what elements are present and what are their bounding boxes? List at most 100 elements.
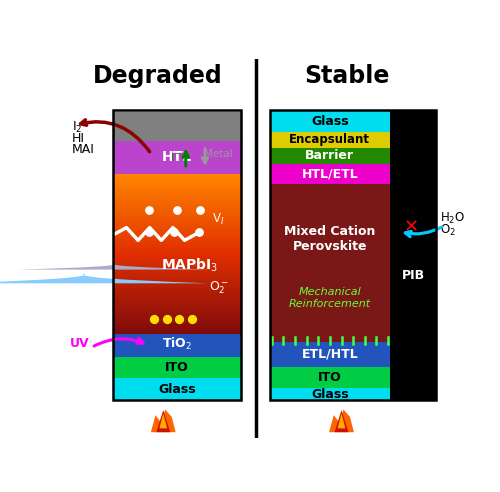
Bar xyxy=(113,266,241,268)
Bar xyxy=(113,224,241,226)
Bar xyxy=(113,222,241,224)
Bar xyxy=(113,236,241,238)
Text: PIB: PIB xyxy=(402,269,425,282)
Bar xyxy=(113,252,241,254)
Bar xyxy=(113,300,241,302)
Bar xyxy=(113,288,241,290)
Bar xyxy=(113,198,241,200)
Bar xyxy=(113,228,241,230)
Text: Glass: Glass xyxy=(311,388,348,400)
Bar xyxy=(113,316,241,318)
Bar xyxy=(113,204,241,206)
Text: Stable: Stable xyxy=(304,64,390,88)
Bar xyxy=(113,220,241,222)
Bar xyxy=(270,148,390,164)
Bar xyxy=(113,234,241,236)
Point xyxy=(170,228,178,236)
Bar xyxy=(113,178,241,180)
Polygon shape xyxy=(160,413,167,429)
Text: Encapsulant: Encapsulant xyxy=(290,133,370,147)
Bar xyxy=(113,215,241,218)
Text: ETL/HTL: ETL/HTL xyxy=(302,348,358,361)
Bar xyxy=(113,309,241,312)
Bar xyxy=(113,328,241,330)
Bar xyxy=(390,110,436,400)
Bar xyxy=(113,226,241,228)
Bar xyxy=(113,240,241,242)
Bar xyxy=(113,308,241,310)
Bar xyxy=(113,276,241,278)
Bar xyxy=(113,186,241,188)
Text: Glass: Glass xyxy=(158,383,196,396)
Bar xyxy=(113,298,241,300)
Text: Barrier: Barrier xyxy=(306,150,354,162)
Bar xyxy=(113,272,241,274)
Bar xyxy=(113,302,241,304)
Bar xyxy=(113,264,241,266)
Bar xyxy=(113,292,241,294)
Polygon shape xyxy=(156,410,170,432)
Bar xyxy=(113,244,241,246)
Bar xyxy=(113,296,241,298)
Bar xyxy=(113,294,241,296)
Bar xyxy=(113,280,241,282)
Polygon shape xyxy=(338,413,345,429)
Text: HI: HI xyxy=(72,132,85,145)
Bar xyxy=(270,388,390,400)
Text: V$_I$: V$_I$ xyxy=(212,212,224,227)
Bar xyxy=(113,248,241,250)
Bar xyxy=(113,306,241,308)
Bar xyxy=(113,250,241,252)
Bar xyxy=(113,176,241,178)
Bar xyxy=(113,230,241,232)
Bar xyxy=(113,110,241,400)
Point xyxy=(176,315,184,323)
Point xyxy=(188,315,196,323)
Text: ITO: ITO xyxy=(165,361,188,374)
Bar xyxy=(113,314,241,316)
Bar xyxy=(270,367,390,388)
Text: MAPbI$_3$: MAPbI$_3$ xyxy=(161,257,218,274)
Text: HTL/ETL: HTL/ETL xyxy=(302,167,358,181)
Point xyxy=(144,206,152,214)
Point xyxy=(162,315,170,323)
Bar xyxy=(113,270,241,272)
Bar xyxy=(113,277,241,280)
Text: MAI: MAI xyxy=(72,144,95,156)
Bar xyxy=(113,274,241,276)
Text: HTL: HTL xyxy=(162,150,192,164)
Bar xyxy=(113,332,241,334)
Bar xyxy=(113,232,241,234)
Bar xyxy=(113,357,241,378)
Bar xyxy=(113,286,241,288)
Text: O$_2^-$: O$_2^-$ xyxy=(209,279,229,296)
Polygon shape xyxy=(151,409,176,432)
Bar xyxy=(113,242,241,244)
Bar xyxy=(113,202,241,204)
Bar xyxy=(113,182,241,184)
Bar xyxy=(113,192,241,194)
Bar xyxy=(113,332,241,357)
Text: ITO: ITO xyxy=(318,371,342,384)
Bar xyxy=(113,238,241,240)
Bar xyxy=(113,324,241,326)
Point xyxy=(194,228,202,236)
Text: UV: UV xyxy=(70,337,90,350)
Bar xyxy=(113,188,241,190)
Bar xyxy=(270,132,390,148)
Bar xyxy=(113,206,241,208)
Bar xyxy=(113,262,241,264)
Bar xyxy=(270,110,390,132)
Bar xyxy=(113,320,241,322)
Bar xyxy=(113,214,241,216)
Point xyxy=(196,206,204,214)
Bar xyxy=(113,282,241,284)
Bar xyxy=(113,326,241,328)
Text: Metal: Metal xyxy=(204,149,233,159)
Bar xyxy=(113,212,241,214)
Bar xyxy=(113,208,241,210)
Bar xyxy=(113,196,241,198)
Bar xyxy=(270,184,390,342)
Bar xyxy=(113,284,241,286)
Text: ✕: ✕ xyxy=(404,218,418,237)
